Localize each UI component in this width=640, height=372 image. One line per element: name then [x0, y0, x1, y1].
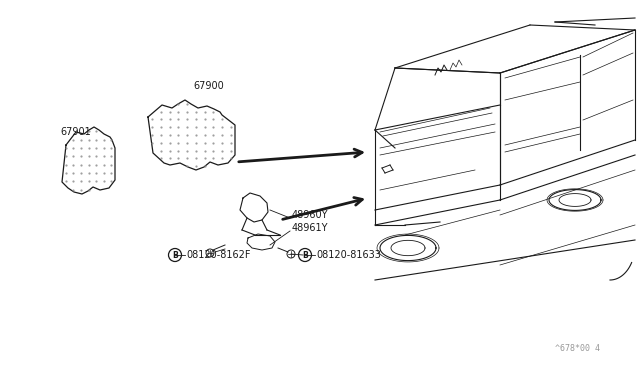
Text: 08120-8162F: 08120-8162F [186, 250, 250, 260]
Text: 67900: 67900 [193, 81, 224, 91]
Text: 48961Y: 48961Y [292, 223, 328, 233]
Text: 08120-81633: 08120-81633 [316, 250, 381, 260]
Text: 67901: 67901 [60, 127, 91, 137]
Text: 48960Y: 48960Y [292, 210, 328, 220]
Text: ^678*00 4: ^678*00 4 [555, 344, 600, 353]
Text: B: B [172, 250, 178, 260]
Text: B: B [302, 250, 308, 260]
